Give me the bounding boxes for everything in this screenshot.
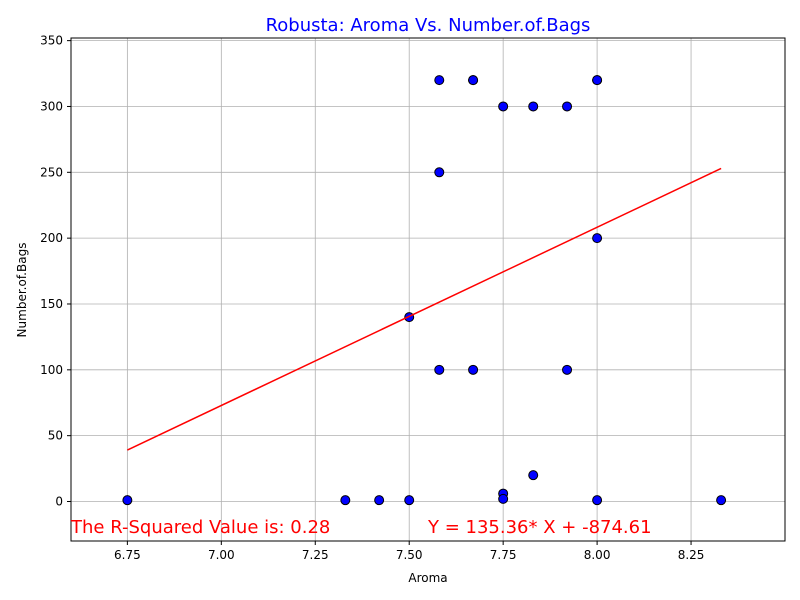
- x-tick-label: 7.00: [208, 548, 235, 562]
- x-tick-label: 7.25: [302, 548, 329, 562]
- data-point: [592, 75, 603, 86]
- x-tick-label: 7.75: [490, 548, 517, 562]
- regression-equation-annotation: Y = 135.36* X + -874.61: [427, 517, 652, 538]
- data-point: [404, 495, 415, 506]
- y-tick-label: 350: [40, 34, 63, 48]
- data-point: [562, 364, 573, 375]
- y-axis-label: Number.of.Bags: [15, 243, 29, 338]
- data-point: [434, 75, 445, 86]
- data-point: [716, 495, 727, 506]
- y-tick-label: 100: [40, 363, 63, 377]
- grid-lines: [71, 38, 785, 541]
- data-points: [122, 75, 727, 506]
- y-tick-label: 50: [48, 429, 63, 443]
- x-tick-label: 8.00: [584, 548, 611, 562]
- data-point: [562, 101, 573, 112]
- y-axis-ticks: 0 50 100 150 200 250 300 350: [40, 34, 71, 508]
- data-point: [374, 495, 385, 506]
- data-point: [498, 493, 509, 504]
- y-tick-label: 300: [40, 99, 63, 113]
- x-tick-label: 8.25: [678, 548, 705, 562]
- data-point: [434, 167, 445, 178]
- x-tick-label: 6.75: [114, 548, 141, 562]
- data-point: [592, 495, 603, 506]
- data-point: [498, 101, 509, 112]
- y-tick-label: 250: [40, 165, 63, 179]
- data-point: [528, 470, 539, 481]
- regression-line: [127, 167, 722, 451]
- y-tick-label: 150: [40, 297, 63, 311]
- data-point: [592, 233, 603, 244]
- x-axis-ticks: 6.75 7.00 7.25 7.50 7.75 8.00 8.25: [114, 541, 704, 562]
- data-point: [468, 75, 479, 86]
- x-tick-label: 7.50: [396, 548, 423, 562]
- data-point: [340, 495, 351, 506]
- y-tick-label: 0: [55, 494, 63, 508]
- data-point: [528, 101, 539, 112]
- x-axis-label: Aroma: [408, 571, 447, 585]
- data-point: [122, 495, 133, 506]
- data-point: [434, 364, 445, 375]
- data-point: [468, 364, 479, 375]
- y-tick-label: 200: [40, 231, 63, 245]
- chart-title: Robusta: Aroma Vs. Number.of.Bags: [266, 15, 591, 36]
- r-squared-annotation: The R-Squared Value is: 0.28: [70, 517, 330, 538]
- plot-frame: [70, 37, 786, 542]
